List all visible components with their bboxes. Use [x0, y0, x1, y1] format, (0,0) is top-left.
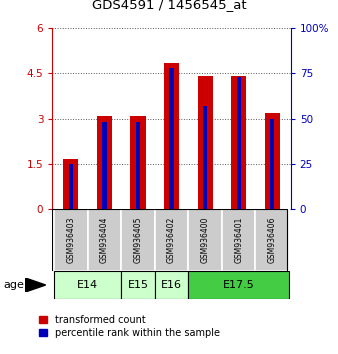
Bar — [63, 159, 78, 209]
Bar — [88, 209, 121, 271]
Bar — [237, 77, 241, 209]
Bar — [136, 122, 140, 209]
Bar — [197, 76, 213, 209]
Bar — [164, 63, 179, 209]
Bar — [54, 271, 121, 299]
Bar — [222, 209, 256, 271]
Bar — [121, 209, 155, 271]
Text: GSM936403: GSM936403 — [66, 217, 75, 263]
Text: E14: E14 — [77, 280, 98, 290]
Bar — [169, 68, 174, 209]
Text: GSM936402: GSM936402 — [167, 217, 176, 263]
Legend: transformed count, percentile rank within the sample: transformed count, percentile rank withi… — [39, 315, 220, 338]
Bar — [256, 209, 289, 271]
Bar — [265, 113, 280, 209]
Bar — [54, 209, 88, 271]
Bar — [102, 122, 106, 209]
Polygon shape — [25, 278, 46, 292]
Text: GDS4591 / 1456545_at: GDS4591 / 1456545_at — [92, 0, 246, 11]
Text: GSM936406: GSM936406 — [268, 217, 277, 263]
Text: GSM936404: GSM936404 — [100, 217, 109, 263]
Text: E15: E15 — [127, 280, 148, 290]
Bar — [203, 106, 207, 209]
Bar — [188, 209, 222, 271]
Text: GSM936401: GSM936401 — [234, 217, 243, 263]
Bar — [97, 116, 112, 209]
Bar — [270, 119, 274, 209]
Bar — [188, 271, 289, 299]
Bar — [121, 271, 155, 299]
Text: E17.5: E17.5 — [223, 280, 255, 290]
Bar — [130, 116, 146, 209]
Text: age: age — [3, 280, 24, 290]
Text: GSM936400: GSM936400 — [200, 217, 210, 263]
Text: GSM936405: GSM936405 — [134, 217, 143, 263]
Text: E16: E16 — [161, 280, 182, 290]
Bar — [69, 164, 73, 209]
Bar — [155, 271, 188, 299]
Bar — [155, 209, 188, 271]
Bar — [231, 76, 246, 209]
